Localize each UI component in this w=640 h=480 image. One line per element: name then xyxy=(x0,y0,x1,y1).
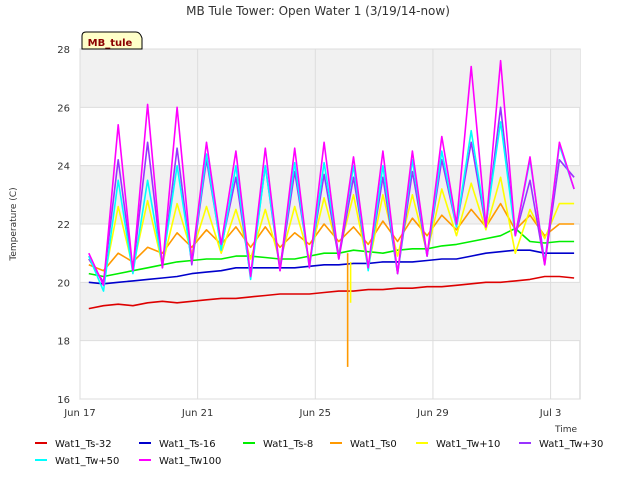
y-tick-label: 26 xyxy=(57,103,70,114)
legend-label: Wat1_Tw+30 xyxy=(539,439,603,450)
y-tick-label: 24 xyxy=(57,162,70,173)
legend-item: Wat1_Tw+30 xyxy=(519,439,603,450)
series-line-wat1-tw-30 xyxy=(88,106,575,284)
legend-item: Wat1_Ts-32 xyxy=(35,439,112,450)
x-tick-label: Jun 25 xyxy=(299,408,332,419)
legend-item: Wat1_Ts-16 xyxy=(139,439,216,450)
x-axis-ticks: Jun 17 Jun 21 Jun 25 Jun 29 Jul 3 xyxy=(63,408,561,419)
dropout-spikes xyxy=(346,253,352,367)
y-tick-label: 22 xyxy=(57,220,70,231)
legend-label: Wat1_Ts-16 xyxy=(159,439,216,450)
series-line-wat1-tw100 xyxy=(88,59,575,287)
y-tick-label: 16 xyxy=(57,395,70,406)
legend-item: Wat1_Tw+10 xyxy=(416,439,500,450)
series-line-wat1-tw-50 xyxy=(88,121,575,292)
station-badge-text: MB_tule xyxy=(88,38,133,49)
x-tick-label: Jun 21 xyxy=(181,408,214,419)
series-line-wat1-ts-16 xyxy=(88,249,575,285)
station-badge: MB_tule xyxy=(81,31,143,50)
series-line-wat1-ts-8 xyxy=(88,227,575,278)
y-tick-label: 18 xyxy=(57,337,70,348)
series-line-wat1-ts-32 xyxy=(88,275,575,310)
y-axis-ticks: 16 18 20 22 24 26 28 xyxy=(57,45,70,406)
x-tick-label: Jun 29 xyxy=(416,408,449,419)
legend-label: Wat1_Ts-32 xyxy=(55,439,112,450)
y-tick-label: 28 xyxy=(57,45,70,56)
legend-item: Wat1_Tw100 xyxy=(139,456,221,467)
band-26 xyxy=(80,49,580,108)
x-tick-label: Jul 3 xyxy=(539,408,562,419)
legend-label: Wat1_Tw100 xyxy=(159,456,221,467)
x-tick-label: Jun 17 xyxy=(63,408,96,419)
legend-item: Wat1_Ts-8 xyxy=(243,439,313,450)
legend-item: Wat1_Ts0 xyxy=(330,439,397,450)
band-18 xyxy=(80,282,580,341)
y-tick-label: 20 xyxy=(57,278,70,289)
y-axis-label: Temperature (C) xyxy=(9,187,19,261)
legend-item: Wat1_Tw+50 xyxy=(35,456,119,467)
chart-title: MB Tule Tower: Open Water 1 (3/19/14-now… xyxy=(186,4,450,18)
legend-label: Wat1_Ts-8 xyxy=(263,439,313,450)
series-lines xyxy=(88,59,575,310)
series-line-wat1-ts0 xyxy=(88,202,575,272)
series-line-wat1-tw-10 xyxy=(88,176,575,284)
legend-label: Wat1_Ts0 xyxy=(350,439,397,450)
x-axis-label: Time xyxy=(554,425,577,435)
legend-label: Wat1_Tw+10 xyxy=(436,439,500,450)
legend-label: Wat1_Tw+50 xyxy=(55,456,119,467)
legend: Wat1_Ts-32 Wat1_Ts-16 Wat1_Ts-8 Wat1_Ts0 Wat… xyxy=(35,439,603,467)
